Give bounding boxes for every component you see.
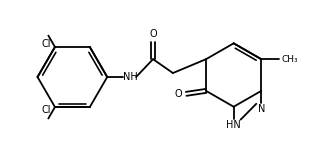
- Text: O: O: [174, 89, 182, 99]
- Text: O: O: [149, 29, 157, 39]
- Text: N: N: [258, 104, 265, 114]
- Text: Cl: Cl: [42, 106, 51, 115]
- Text: Cl: Cl: [42, 39, 51, 49]
- Text: CH₃: CH₃: [281, 55, 298, 64]
- Text: NH: NH: [123, 72, 138, 82]
- Text: HN: HN: [226, 120, 241, 130]
